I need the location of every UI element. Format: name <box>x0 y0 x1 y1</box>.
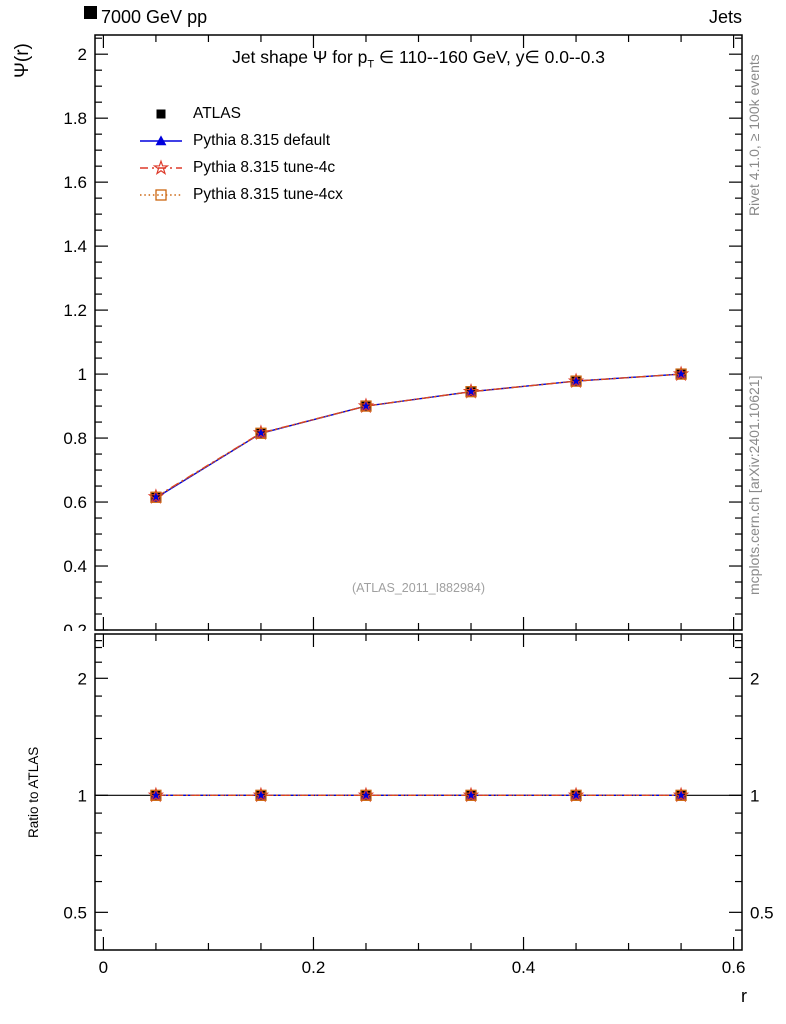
legend-label: Pythia 8.315 tune-4c <box>193 158 336 176</box>
marker-open-square <box>675 368 687 380</box>
legend: ATLAS Pythia 8.315 default Pythia 8.315 … <box>138 100 343 208</box>
y-axis-title: Ψ(r) <box>12 43 33 79</box>
marker-open-square <box>570 789 582 801</box>
tick-label: 1 <box>78 365 87 384</box>
main-y-tick-labels: 0.2 0.4 0.6 0.8 1 1.2 1.4 1.6 1.8 2 <box>63 45 87 640</box>
plot-title-text: Jet shape Ψ for p <box>232 47 368 67</box>
marker-open-square <box>465 789 477 801</box>
legend-label: Pythia 8.315 tune-4cx <box>193 185 343 203</box>
rivet-version-note: Rivet 4.1.0, ≥ 100k events <box>746 54 762 217</box>
legend-marker-pythia-4c-icon <box>140 158 182 175</box>
axis-tick-labels: 0.5 0.5 1 1 2 2 0 0.2 0.4 0.6 <box>63 669 773 977</box>
series-line <box>155 373 682 498</box>
legend-item-atlas: ATLAS <box>138 100 343 127</box>
tick-label: 0.4 <box>63 557 87 576</box>
marker-open-square <box>360 400 372 412</box>
beam-energy-label: 7000 GeV pp <box>101 7 208 27</box>
axis-ticks <box>95 35 742 950</box>
tick-label: 1.2 <box>63 301 87 320</box>
tick-label: 0.6 <box>63 493 87 512</box>
tick-label: 1.8 <box>63 109 87 128</box>
legend-marker-pythia-default-icon <box>140 134 182 145</box>
tick-label: 1.6 <box>63 173 87 192</box>
legend-marker-atlas-icon <box>156 109 166 118</box>
process-label: Jets <box>708 7 742 27</box>
series-line <box>155 373 682 499</box>
tick-label: 2 <box>78 669 87 688</box>
mcplots-arxiv-note: mcplots.cern.ch [arXiv:2401.10621] <box>746 375 762 595</box>
tick-label: 1 <box>78 786 87 805</box>
tick-label: 0.4 <box>512 958 536 977</box>
legend-label: Pythia 8.315 default <box>193 131 331 149</box>
tick-label: 1 <box>750 786 759 805</box>
series-line <box>155 373 682 498</box>
legend-item-pythia-default: Pythia 8.315 default <box>138 127 343 154</box>
data-series <box>95 365 742 803</box>
marker-open-square <box>360 789 372 801</box>
plot-title: Jet shape Ψ for pT ∈ 110--160 GeV, y∈ 0.… <box>95 47 742 71</box>
plot-title-subscript: T <box>367 58 375 71</box>
marker-open-square <box>570 375 582 387</box>
tick-label: 0.8 <box>63 429 87 448</box>
tick-label: 2 <box>78 45 87 64</box>
marker-open-square <box>465 386 477 398</box>
tick-label: 0.5 <box>63 903 87 922</box>
marker-open-square <box>150 789 162 801</box>
marker-filled-triangle <box>155 134 167 145</box>
legend-marker-pythia-4cx-icon <box>140 188 182 201</box>
legend-item-pythia-4cx: Pythia 8.315 tune-4cx <box>138 181 343 208</box>
marker-open-square <box>150 491 162 503</box>
marker-filled-square <box>156 109 166 118</box>
tick-label: 0.2 <box>63 621 87 640</box>
analysis-watermark: (ATLAS_2011_I882984) <box>352 581 485 595</box>
marker-open-square <box>675 789 687 801</box>
legend-item-pythia-4c: Pythia 8.315 tune-4c <box>138 154 343 181</box>
tick-label: 0 <box>99 958 108 977</box>
tick-label: 1.4 <box>63 237 87 256</box>
plot-title-text-2: ∈ 110--160 GeV, y∈ 0.0--0.3 <box>374 47 605 67</box>
marker-open-square <box>255 789 267 801</box>
tick-label: 2 <box>750 669 759 688</box>
tick-label: 0.6 <box>722 958 746 977</box>
ratio-panel-frame <box>94 633 743 951</box>
marker-open-square <box>255 427 267 439</box>
ratio-axis-title: Ratio to ATLAS <box>26 746 41 838</box>
marker-open-star <box>152 158 170 175</box>
tick-label: 0.5 <box>750 903 774 922</box>
x-axis-title: r <box>741 986 747 1006</box>
tick-label: 0.2 <box>302 958 326 977</box>
marker-open-square <box>155 188 167 201</box>
corner-mark <box>84 6 97 19</box>
legend-label: ATLAS <box>193 104 241 122</box>
